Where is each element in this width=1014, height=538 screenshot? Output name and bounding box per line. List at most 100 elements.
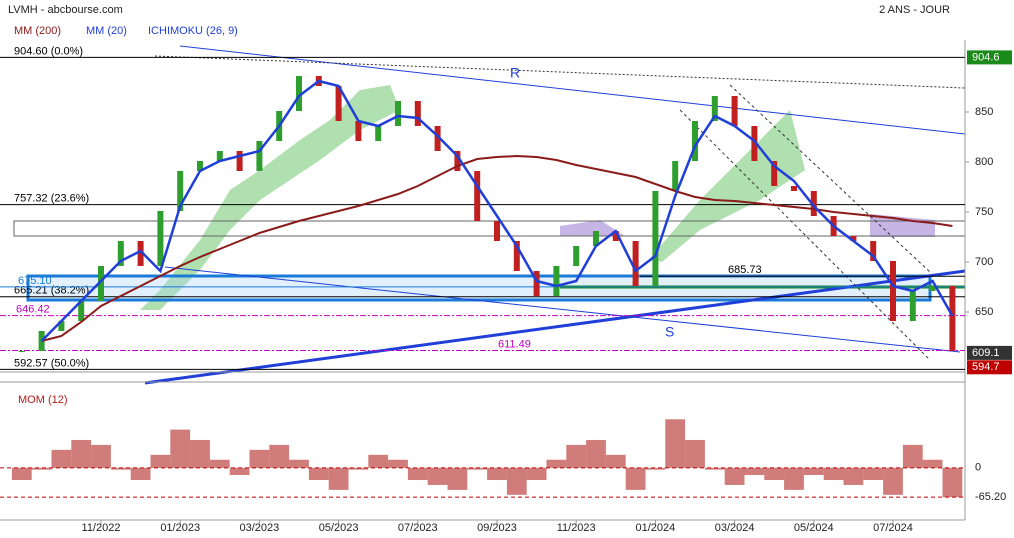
mom-bar	[31, 467, 52, 470]
legend-item: MM (200)	[14, 25, 61, 37]
mom-bar	[546, 459, 567, 468]
price-tag	[967, 345, 1012, 360]
annotation: R	[510, 65, 520, 81]
mom-bar	[843, 467, 864, 485]
candle	[929, 286, 936, 291]
mom-bar	[566, 444, 587, 468]
channel	[729, 84, 931, 273]
price-tag-label: 904.6	[972, 51, 1000, 63]
channel	[679, 109, 931, 361]
mom-bar	[902, 444, 923, 468]
y-tick-label: -65.20	[975, 491, 1006, 503]
mom-bar	[51, 449, 72, 468]
candle	[692, 121, 698, 161]
y-tick-label: 800	[975, 156, 993, 168]
x-tick-label: 07/2023	[398, 522, 438, 534]
mom-bar	[704, 467, 725, 470]
level-label: 665.21 (38.2%)	[14, 285, 89, 297]
candle	[454, 151, 461, 171]
mom-bar	[269, 444, 290, 468]
candle	[414, 101, 421, 126]
x-tick-label: 01/2024	[636, 522, 676, 534]
mom-bar	[150, 454, 171, 468]
candle	[216, 151, 223, 161]
dotted-line	[154, 55, 966, 89]
candle	[870, 241, 877, 261]
mom-bar	[229, 467, 250, 476]
candle	[335, 86, 342, 121]
mom-bar	[130, 467, 151, 480]
mom-bar	[348, 467, 369, 470]
candle	[157, 211, 164, 266]
candle	[652, 191, 659, 286]
mom-bar	[803, 467, 824, 476]
x-tick-label: 07/2024	[873, 522, 913, 534]
x-tick-label: 05/2023	[319, 522, 359, 534]
candle	[117, 241, 124, 266]
level-label: 592.57 (50.0%)	[14, 357, 89, 369]
x-tick-label: 03/2023	[240, 522, 280, 534]
mom-bar	[170, 429, 191, 468]
mom-bar	[407, 467, 428, 480]
x-tick-label: 11/2022	[82, 522, 121, 534]
mom-bar	[605, 454, 626, 468]
candle	[612, 231, 619, 241]
trendline-s	[164, 266, 961, 353]
candle	[810, 191, 817, 216]
cloud	[140, 85, 400, 310]
panel-title: MOM (12)	[18, 394, 68, 406]
level-label: 757.32 (23.6%)	[14, 193, 89, 205]
x-tick-label: 11/2023	[557, 522, 596, 534]
mom-bar	[427, 467, 448, 485]
candle	[395, 101, 401, 126]
x-tick-label: 05/2024	[794, 522, 834, 534]
mom-bar	[823, 467, 844, 480]
period: 2 ANS - JOUR	[879, 4, 950, 16]
ma-line	[40, 79, 954, 342]
mom-bar	[110, 467, 131, 470]
mom-bar	[506, 467, 527, 495]
candle	[296, 76, 302, 111]
mom-bar	[91, 444, 111, 468]
mom-bar	[249, 449, 270, 468]
y-tick-label: 650	[975, 306, 993, 318]
legend-item: MM (20)	[86, 25, 127, 37]
mom-bar	[863, 467, 884, 480]
mom-bar	[883, 467, 903, 495]
candle	[751, 126, 758, 161]
candle	[890, 261, 896, 321]
level-label: 675.10	[18, 275, 52, 287]
candle	[78, 301, 85, 321]
mom-bar	[724, 467, 745, 485]
candle	[474, 171, 481, 221]
candle	[355, 121, 362, 141]
level-label: 646.42	[16, 303, 50, 315]
candle	[434, 126, 441, 151]
mom-bar	[665, 419, 686, 468]
mom-bar	[586, 439, 606, 468]
mom-bar	[526, 467, 547, 480]
price-tag	[967, 50, 1012, 65]
level-label: 685.73	[728, 264, 762, 276]
candle	[909, 291, 916, 321]
legend-item: ICHIMOKU (26, 9)	[148, 25, 238, 37]
y-tick-label: 700	[975, 256, 993, 268]
mom-bar	[289, 459, 309, 468]
candle	[949, 286, 956, 351]
candle	[731, 96, 738, 126]
mom-bar	[11, 467, 32, 480]
mom-bar	[368, 454, 389, 468]
annotation: S	[665, 324, 674, 340]
candle	[711, 96, 718, 121]
candle	[236, 151, 243, 171]
candle	[494, 221, 500, 241]
y-tick-label: 0	[975, 462, 981, 474]
mom-bar	[467, 467, 488, 470]
mom-bar	[190, 439, 210, 468]
mom-bar	[784, 467, 804, 490]
level-label: 611.49	[498, 338, 531, 350]
price-tag	[967, 360, 1012, 375]
candle	[850, 236, 857, 241]
